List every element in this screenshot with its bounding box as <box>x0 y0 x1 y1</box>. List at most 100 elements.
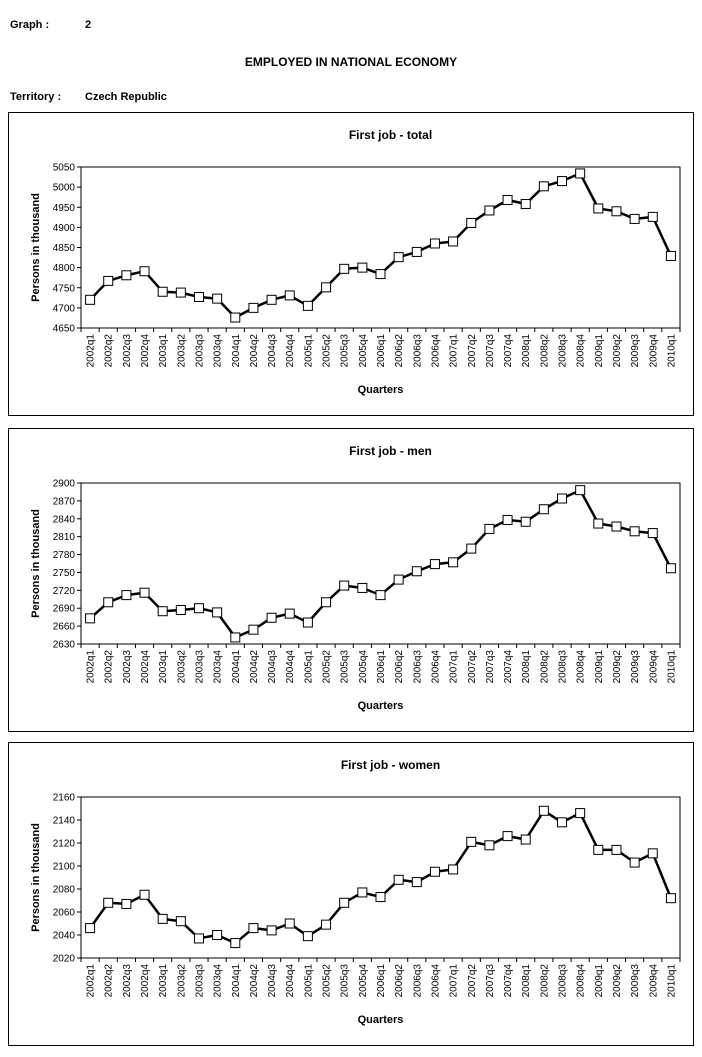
y-tick-label: 2870 <box>53 496 76 507</box>
y-axis-label: Persons in thousand <box>30 193 42 302</box>
x-tick-label: 2009q2 <box>612 334 623 368</box>
data-point <box>429 866 440 877</box>
data-point <box>393 874 404 885</box>
y-tick-label: 2120 <box>53 839 76 850</box>
data-point <box>557 493 568 504</box>
chart-women: First job - women 2020 2040 2060 2080 2100 212… <box>30 758 681 1026</box>
data-point <box>575 168 586 179</box>
chart-title: First job - women <box>341 758 440 772</box>
data-point <box>611 521 622 532</box>
x-tick-label: 2009q2 <box>612 650 623 684</box>
x-tick-label: 2005q1 <box>303 650 314 684</box>
x-tick-label: 2004q3 <box>267 964 278 998</box>
data-point <box>157 606 168 617</box>
y-tick-label: 2020 <box>53 954 76 965</box>
x-tick-label: 2002q2 <box>104 334 115 368</box>
x-tick-label: 2007q2 <box>467 334 478 368</box>
x-tick-label: 2004q1 <box>231 334 242 368</box>
data-point <box>248 923 259 934</box>
x-tick-label: 2003q2 <box>176 964 187 998</box>
x-axis-label: Quarters <box>358 1014 404 1026</box>
y-tick-label: 4700 <box>53 303 76 314</box>
data-point <box>375 269 386 280</box>
x-tick-label: 2003q3 <box>194 650 205 684</box>
data-point <box>248 624 259 635</box>
x-tick-label: 2006q3 <box>412 650 423 684</box>
x-tick-label: 2002q3 <box>122 650 133 684</box>
x-tick-label: 2003q4 <box>213 964 224 998</box>
data-point <box>139 587 150 598</box>
x-tick-label: 2007q2 <box>467 650 478 684</box>
data-point <box>665 250 676 261</box>
data-point <box>302 931 313 942</box>
x-tick-label: 2005q1 <box>303 334 314 368</box>
data-point <box>411 246 422 257</box>
x-tick-label: 2002q2 <box>104 964 115 998</box>
x-tick-label: 2007q4 <box>503 964 514 998</box>
x-tick-label: 2009q3 <box>630 650 641 684</box>
x-tick-label: 2007q4 <box>503 650 514 684</box>
x-tick-label: 2008q3 <box>558 334 569 368</box>
data-point <box>647 211 658 222</box>
x-axis-label: Quarters <box>358 384 404 396</box>
chart-title: First job - total <box>349 128 432 142</box>
y-tick-label: 2630 <box>53 640 76 651</box>
data-point <box>411 877 422 888</box>
data-point <box>611 206 622 217</box>
territory-value: Czech Republic <box>85 91 167 103</box>
x-tick-label: 2004q2 <box>249 334 260 368</box>
x-tick-label: 2008q2 <box>539 650 550 684</box>
x-tick-label: 2009q4 <box>648 964 659 998</box>
data-point <box>629 213 640 224</box>
x-tick-label: 2004q4 <box>285 650 296 684</box>
data-point <box>357 582 368 593</box>
x-tick-label: 2007q1 <box>449 334 460 368</box>
data-point <box>302 300 313 311</box>
x-tick-label: 2005q4 <box>358 334 369 368</box>
x-tick-label: 2002q4 <box>140 964 151 998</box>
graph-number: 2 <box>85 19 92 31</box>
x-tick-label: 2008q4 <box>576 964 587 998</box>
x-tick-label: 2002q2 <box>104 650 115 684</box>
data-point <box>339 580 350 591</box>
data-point <box>448 557 459 568</box>
data-point <box>357 887 368 898</box>
data-point <box>266 294 277 305</box>
data-point <box>429 238 440 249</box>
data-point <box>520 199 531 210</box>
x-tick-label: 2008q1 <box>521 650 532 684</box>
data-point <box>665 893 676 904</box>
x-tick-label: 2002q1 <box>86 334 97 368</box>
data-point <box>339 897 350 908</box>
data-point <box>466 836 477 847</box>
x-tick-label: 2005q4 <box>358 964 369 998</box>
data-point <box>85 294 96 305</box>
x-tick-label: 2006q2 <box>394 964 405 998</box>
x-tick-label: 2009q3 <box>630 964 641 998</box>
data-point <box>85 613 96 624</box>
x-tick-label: 2008q4 <box>576 650 587 684</box>
y-tick-label: 5000 <box>53 183 76 194</box>
x-tick-label: 2003q4 <box>213 650 224 684</box>
x-tick-label: 2003q3 <box>194 334 205 368</box>
data-point <box>321 282 332 293</box>
data-point <box>575 808 586 819</box>
x-tick-label: 2006q1 <box>376 650 387 684</box>
y-tick-label: 5050 <box>53 163 76 174</box>
data-point <box>393 574 404 585</box>
data-point <box>284 608 295 619</box>
x-tick-label: 2002q3 <box>122 964 133 998</box>
data-point <box>266 612 277 623</box>
y-tick-label: 4650 <box>53 324 76 335</box>
plot-area <box>80 796 681 959</box>
plot-area <box>80 482 681 645</box>
x-tick-label: 2003q2 <box>176 334 187 368</box>
data-point <box>520 834 531 845</box>
chart-women-frame: First job - women 2020 2040 2060 2080 2100 212… <box>8 742 694 1046</box>
y-tick-label: 2140 <box>53 816 76 827</box>
x-tick-label: 2008q1 <box>521 334 532 368</box>
data-point <box>502 514 513 525</box>
x-tick-label: 2009q2 <box>612 964 623 998</box>
data-point <box>175 605 186 616</box>
data-point <box>266 925 277 936</box>
